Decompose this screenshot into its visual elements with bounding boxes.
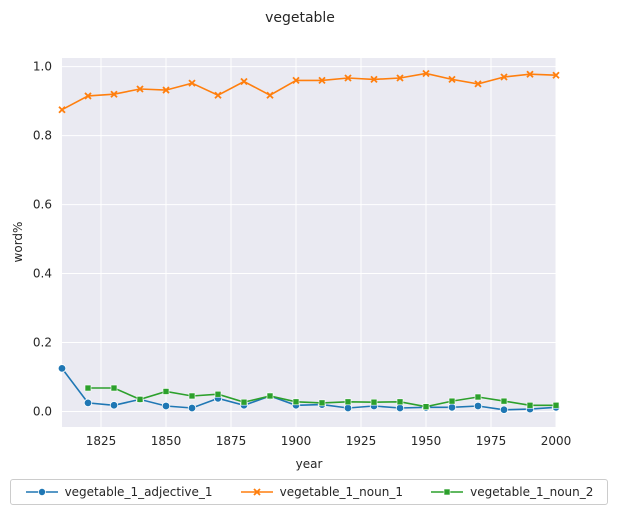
legend-swatch-circle bbox=[25, 488, 58, 496]
data-point bbox=[84, 92, 92, 100]
data-point bbox=[552, 401, 560, 409]
legend-item-adjective-1: vegetable_1_adjective_1 bbox=[25, 485, 213, 499]
legend-label: vegetable_1_noun_1 bbox=[279, 485, 403, 499]
data-point bbox=[500, 73, 508, 81]
legend-swatch-x bbox=[240, 488, 273, 496]
data-point bbox=[266, 392, 274, 400]
data-point bbox=[344, 74, 352, 82]
legend-label: vegetable_1_noun_2 bbox=[470, 485, 594, 499]
x-tick-label: 1975 bbox=[476, 434, 507, 448]
x-axis-ticks: 1825 1850 1875 1900 1925 1950 1975 2000 bbox=[86, 434, 572, 448]
data-point bbox=[448, 397, 456, 405]
data-point bbox=[370, 398, 378, 406]
y-tick-label: 0.0 bbox=[33, 404, 52, 418]
line-chart: vegetable 1825 1850 1875 1900 1925 1950 1975 20… bbox=[11, 10, 572, 471]
data-point bbox=[344, 398, 352, 406]
data-point bbox=[474, 393, 482, 401]
data-point bbox=[447, 403, 457, 412]
chart-title: vegetable bbox=[265, 10, 335, 26]
data-point bbox=[292, 398, 300, 406]
data-point bbox=[188, 79, 196, 87]
data-point bbox=[187, 403, 197, 413]
gridlines bbox=[62, 58, 557, 427]
y-tick-label: 0.6 bbox=[33, 198, 52, 212]
data-point bbox=[292, 76, 300, 85]
legend-item-noun-1: vegetable_1_noun_1 bbox=[240, 485, 403, 499]
data-point bbox=[84, 384, 92, 392]
x-tick-label: 2000 bbox=[541, 434, 572, 448]
y-tick-label: 0.8 bbox=[33, 129, 52, 143]
data-point bbox=[370, 75, 378, 84]
data-point bbox=[318, 76, 326, 85]
data-point bbox=[110, 90, 118, 98]
series-line bbox=[61, 367, 557, 411]
y-axis-ticks: 0.0 0.2 0.4 0.6 0.8 1.0 bbox=[33, 60, 52, 419]
data-point bbox=[266, 91, 274, 99]
data-point bbox=[83, 398, 93, 408]
data-point bbox=[136, 396, 144, 403]
series-layer bbox=[57, 69, 561, 414]
data-point bbox=[240, 77, 248, 86]
data-point bbox=[422, 69, 430, 78]
legend-item-noun-2: vegetable_1_noun_2 bbox=[430, 485, 593, 499]
x-tick-label: 1875 bbox=[216, 434, 247, 448]
legend-label: vegetable_1_adjective_1 bbox=[64, 485, 213, 499]
data-point bbox=[343, 403, 353, 413]
data-point bbox=[214, 91, 222, 99]
data-point bbox=[395, 403, 405, 413]
x-axis-label: year bbox=[296, 457, 323, 471]
data-point bbox=[448, 75, 456, 84]
data-point bbox=[57, 364, 67, 373]
series-2 bbox=[58, 69, 560, 114]
data-point bbox=[422, 403, 430, 410]
legend: vegetable_1_adjective_1 vegetable_1_noun… bbox=[10, 479, 608, 505]
data-point bbox=[396, 398, 404, 406]
data-point bbox=[110, 384, 118, 392]
x-tick-label: 1925 bbox=[346, 434, 377, 448]
series-3 bbox=[84, 384, 560, 410]
data-point bbox=[214, 390, 222, 398]
data-point bbox=[188, 392, 196, 400]
y-tick-label: 0.4 bbox=[33, 267, 52, 281]
data-point bbox=[499, 405, 509, 414]
data-point bbox=[109, 401, 119, 410]
data-point bbox=[473, 401, 483, 411]
data-point bbox=[552, 71, 560, 79]
data-point bbox=[500, 397, 508, 405]
y-tick-label: 0.2 bbox=[33, 336, 52, 350]
data-point bbox=[526, 401, 534, 409]
x-tick-label: 1825 bbox=[86, 434, 117, 448]
data-point bbox=[162, 388, 170, 395]
x-tick-label: 1900 bbox=[281, 434, 312, 448]
data-point bbox=[396, 74, 404, 82]
data-point bbox=[318, 399, 326, 407]
plot-area bbox=[62, 58, 556, 427]
data-point bbox=[161, 401, 171, 411]
x-tick-label: 1850 bbox=[151, 434, 182, 448]
x-tick-label: 1950 bbox=[411, 434, 442, 448]
data-point bbox=[474, 80, 482, 88]
y-axis-label: word% bbox=[11, 222, 25, 263]
data-point bbox=[136, 85, 144, 93]
data-point bbox=[58, 106, 66, 114]
series-line bbox=[61, 72, 557, 111]
data-point bbox=[240, 398, 248, 406]
y-tick-label: 1.0 bbox=[33, 60, 52, 74]
legend-swatch-square bbox=[431, 488, 464, 496]
data-point bbox=[162, 86, 170, 94]
data-point bbox=[526, 70, 534, 78]
